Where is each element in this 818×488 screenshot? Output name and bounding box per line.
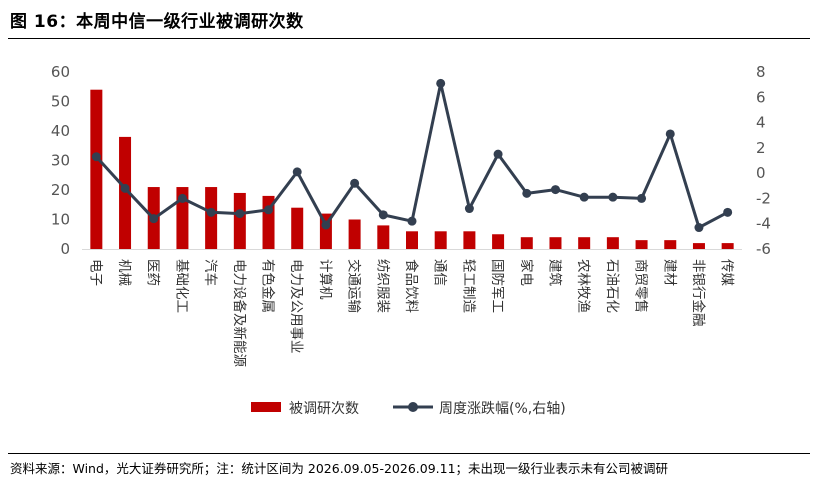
line-point xyxy=(321,220,331,230)
legend-bar-label: 被调研次数 xyxy=(289,401,359,417)
title-rule xyxy=(8,38,810,40)
line-point xyxy=(407,216,417,226)
category-label: 农林牧渔 xyxy=(575,259,591,313)
category-label: 交通运输 xyxy=(346,259,363,313)
right-tick-label: 0 xyxy=(756,164,766,182)
left-tick-label: 10 xyxy=(51,211,70,229)
line-point xyxy=(350,178,360,188)
left-tick-label: 30 xyxy=(51,152,70,170)
right-axis: -6 -4 -2 0 2 4 6 8 xyxy=(756,63,771,258)
bar xyxy=(664,240,677,249)
category-label: 医药 xyxy=(145,259,161,286)
line-point xyxy=(694,223,704,233)
category-label: 食品饮料 xyxy=(403,259,420,313)
category-label: 非银行金融 xyxy=(690,259,706,327)
bar xyxy=(233,192,246,249)
category-label: 有色金属 xyxy=(260,259,277,313)
series-line xyxy=(95,81,729,229)
right-tick-label: -2 xyxy=(756,189,771,207)
category-labels: 电子 机械 医药 基础化工 汽车 电力设备及新能源 有色金属 电力及公用事业 计算机 交通运输 纺织… xyxy=(87,259,734,367)
right-tick-label: 4 xyxy=(756,114,766,132)
category-label: 通信 xyxy=(432,259,448,286)
line-point xyxy=(608,192,618,202)
category-label: 国防军工 xyxy=(489,259,505,313)
bar xyxy=(635,240,648,249)
category-label: 汽车 xyxy=(202,259,219,286)
source-note: 资料来源：Wind，光大证券研究所；注：统计区间为 2026.09.05-202… xyxy=(10,461,669,476)
category-label: 建材 xyxy=(661,259,677,286)
line-point xyxy=(264,205,274,215)
line-point xyxy=(378,210,388,220)
line-point xyxy=(177,193,187,203)
category-label: 传媒 xyxy=(719,259,735,286)
category-label: 计算机 xyxy=(317,259,333,300)
line-series xyxy=(91,78,733,233)
bar xyxy=(205,187,218,249)
bar xyxy=(434,231,447,249)
bar xyxy=(90,89,103,249)
bar xyxy=(549,237,562,249)
line-point xyxy=(637,193,647,203)
left-axis: 0 10 20 30 40 50 60 xyxy=(51,63,70,258)
bar xyxy=(348,219,361,249)
left-tick-label: 20 xyxy=(51,181,70,199)
line-point xyxy=(493,149,503,159)
category-label: 商贸零售 xyxy=(633,259,649,313)
left-tick-label: 0 xyxy=(60,240,70,258)
line-point xyxy=(292,167,302,177)
left-tick-label: 50 xyxy=(51,93,70,111)
line-point xyxy=(91,152,101,162)
legend-bar-swatch xyxy=(251,402,281,412)
right-tick-label: 2 xyxy=(756,139,766,157)
category-label: 石油石化 xyxy=(604,259,620,313)
category-label: 机械 xyxy=(116,259,132,286)
bar xyxy=(119,136,132,249)
line-point xyxy=(579,192,589,202)
category-label: 家电 xyxy=(518,259,535,286)
source-rule xyxy=(8,453,810,455)
line-point xyxy=(665,129,675,139)
bar xyxy=(578,237,591,249)
line-point xyxy=(235,209,245,219)
bar xyxy=(721,243,734,249)
category-label: 轻工制造 xyxy=(460,259,476,313)
category-label: 建筑 xyxy=(546,259,562,287)
category-label: 电子 xyxy=(87,259,103,286)
line-point xyxy=(723,207,733,217)
bar xyxy=(176,187,189,249)
category-label: 电力设备及新能源 xyxy=(231,259,248,367)
right-tick-label: 6 xyxy=(756,88,766,106)
bar xyxy=(406,231,418,249)
bar xyxy=(291,207,304,249)
figure-title: 图 16：本周中信一级行业被调研次数 xyxy=(10,12,304,32)
line-point xyxy=(436,78,446,88)
category-label: 纺织服装 xyxy=(374,259,390,313)
line-point xyxy=(522,188,532,198)
line-point xyxy=(149,214,159,224)
line-point xyxy=(464,204,474,214)
line-point xyxy=(120,183,130,193)
category-label: 电力及公用事业 xyxy=(288,259,304,354)
bar xyxy=(377,225,390,249)
bar xyxy=(692,243,705,249)
bar xyxy=(606,237,619,249)
bar xyxy=(463,231,476,249)
line-point xyxy=(550,185,560,195)
line-point xyxy=(206,207,216,217)
bar xyxy=(492,234,505,249)
left-tick-label: 40 xyxy=(51,122,70,140)
right-tick-label: -4 xyxy=(756,215,771,233)
legend-line-label: 周度涨跌幅(%,右轴) xyxy=(439,401,566,417)
legend: 被调研次数 周度涨跌幅(%,右轴) xyxy=(251,401,566,417)
right-tick-label: -6 xyxy=(756,240,771,258)
right-tick-label: 8 xyxy=(756,63,766,81)
bar xyxy=(520,237,533,249)
left-tick-label: 60 xyxy=(51,63,70,81)
category-label: 基础化工 xyxy=(173,259,190,313)
legend-line-marker xyxy=(408,402,418,412)
